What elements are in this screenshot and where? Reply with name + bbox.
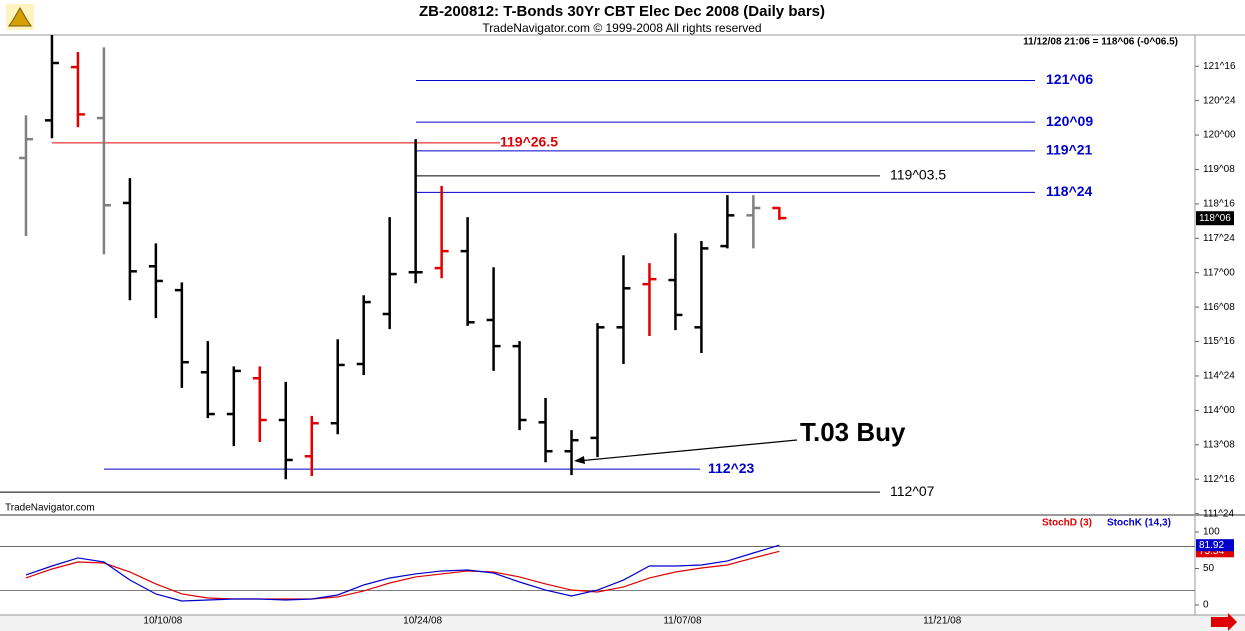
price-bar (668, 233, 683, 331)
date-axis-band (0, 615, 1245, 631)
price-bar (642, 263, 657, 337)
watermark: TradeNavigator.com (5, 503, 95, 514)
price-bar (408, 139, 423, 284)
subtitle: TradeNavigator.com © 1999-2008 All right… (482, 21, 761, 35)
annotation-arrowhead (574, 456, 585, 464)
y-tick-label: 116^08 (1203, 302, 1235, 313)
level-label: 112^07 (890, 483, 935, 499)
legend-entry: StochD (3) (1042, 518, 1092, 529)
price-bar (694, 241, 709, 354)
y-tick-label: 112^16 (1203, 474, 1235, 485)
price-bar (330, 339, 345, 435)
last-price-label: 118^06 (1199, 213, 1231, 224)
x-tick-label: 11/07/08 (663, 616, 702, 627)
price-bar (564, 430, 579, 476)
level-label: 119^26.5 (500, 134, 558, 150)
price-bar (460, 217, 475, 326)
level-label: 120^09 (1046, 113, 1093, 129)
price-bar (304, 415, 319, 476)
y-tick-label: 113^08 (1203, 439, 1235, 450)
price-bar (382, 217, 397, 330)
price-bar (174, 282, 189, 388)
y-tick-label: 111^24 (1203, 508, 1234, 519)
annotation: T.03 Buy (800, 417, 906, 447)
price-bar (616, 255, 631, 365)
price-bar (18, 115, 33, 236)
y-tick-label: 118^16 (1203, 199, 1235, 210)
legend-entry: StochK (14,3) (1107, 518, 1171, 529)
y-tick-label: 117^00 (1203, 267, 1235, 278)
logo-shape (8, 7, 32, 27)
price-bar (44, 35, 59, 139)
price-bar (226, 366, 241, 447)
price-bar (746, 195, 761, 249)
y-tick-label: 114^00 (1203, 405, 1235, 416)
y-tick-label: 50 (1203, 563, 1215, 574)
x-tick-label: 11/21/08 (923, 616, 962, 627)
value-tag-label: 73.54 (1199, 546, 1224, 557)
level-label: 119^21 (1046, 142, 1093, 158)
price-bar (538, 397, 553, 463)
value-tag (1196, 539, 1234, 552)
price-bar (200, 341, 215, 419)
stoch-line (25, 544, 780, 602)
price-bar (96, 47, 111, 255)
stoch-line (25, 550, 780, 600)
y-tick-label: 120^24 (1203, 95, 1236, 106)
price-bar (252, 366, 267, 443)
price-bar (590, 323, 605, 458)
last-price-tag (1196, 211, 1234, 226)
y-tick-label: 121^16 (1203, 61, 1236, 72)
logo (6, 4, 34, 30)
price-bar (434, 185, 449, 279)
price-bar (512, 341, 527, 431)
level-label: 118^24 (1046, 183, 1093, 199)
scroll-arrow[interactable] (1211, 613, 1237, 631)
price-bar (772, 206, 787, 220)
x-tick-label: 10/24/08 (403, 616, 442, 627)
y-tick-label: 115^16 (1203, 336, 1235, 347)
y-tick-label: 119^08 (1203, 164, 1235, 175)
price-bar (278, 381, 293, 480)
price-bar (148, 243, 163, 319)
price-bar (720, 195, 735, 249)
price-bar (122, 178, 137, 301)
annotation-arrow (577, 439, 798, 462)
status-stamp: 11/12/08 21:06 = 118^06 (-0^06.5) (1023, 37, 1178, 48)
y-tick-label: 117^24 (1203, 233, 1235, 244)
price-bar (486, 267, 501, 371)
price-bar (70, 51, 85, 128)
level-label: 112^23 (708, 460, 755, 476)
x-tick-label: 10/10/08 (143, 616, 182, 627)
y-tick-label: 100 (1203, 527, 1220, 538)
price-bar (356, 295, 371, 376)
y-tick-label: 0 (1203, 600, 1209, 611)
y-tick-label: 114^24 (1203, 371, 1235, 382)
level-label: 119^03.5 (890, 167, 946, 183)
title: ZB-200812: T-Bonds 30Yr CBT Elec Dec 200… (419, 3, 825, 20)
level-label: 121^06 (1046, 71, 1093, 87)
value-tag-label: 81.92 (1199, 540, 1224, 551)
y-tick-label: 120^00 (1203, 130, 1236, 141)
